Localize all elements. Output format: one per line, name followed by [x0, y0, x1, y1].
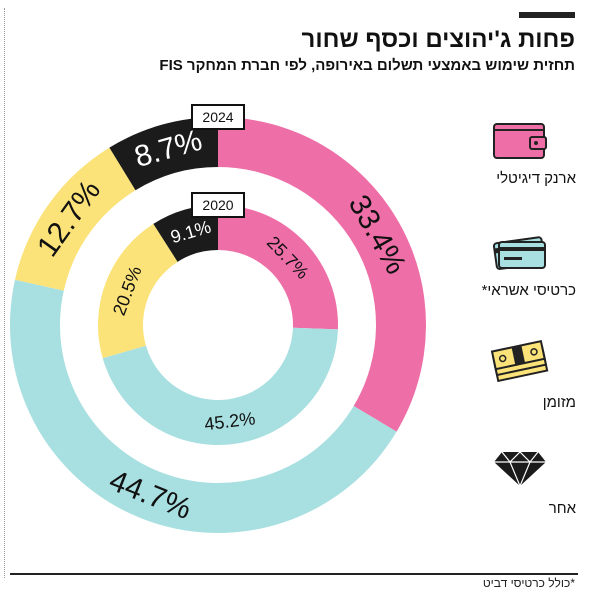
year-tag-box-2024 — [191, 104, 245, 130]
header-accent-bar — [519, 12, 575, 18]
slice-2020-other — [153, 205, 218, 262]
nested-donut-chart: 33.4%44.7%12.7%8.7%25.7%45.2%20.5%9.1%20… — [9, 104, 426, 533]
slice-2020-cash — [98, 223, 178, 359]
slice-2020-credit-cards — [102, 327, 338, 446]
legend-label-digital-wallet: ארנק דיגיטלי — [496, 170, 576, 187]
cash-stack-icon — [490, 339, 549, 383]
footnote: *כולל כרטיסי דביט — [482, 576, 575, 590]
wallet-icon — [493, 123, 547, 159]
legend-item-credit-cards — [465, 232, 575, 277]
slice-2024-credit-cards — [9, 279, 397, 533]
year-tag-box-2020 — [191, 192, 245, 218]
legend-item-other — [465, 448, 575, 493]
diamond-icon — [494, 451, 546, 488]
left-dotted-rule — [4, 8, 5, 578]
legend-item-digital-wallet — [465, 120, 575, 167]
year-tag-2024: 2024 — [202, 109, 233, 125]
slice-2024-other — [109, 117, 218, 191]
slice-2024-cash — [14, 147, 136, 291]
legend-label-cash: מזומן — [542, 394, 576, 411]
year-tag-2020: 2020 — [202, 197, 233, 213]
legend-label-credit-cards: כרטיסי אשראי* — [481, 282, 576, 299]
slice-2020-digital-wallet — [218, 205, 339, 330]
credit-card-icon — [492, 236, 546, 270]
slice-2024-digital-wallet — [218, 117, 426, 432]
legend-item-cash — [465, 339, 575, 391]
legend-label-other: אחר — [548, 500, 576, 517]
footer-rule — [10, 573, 578, 575]
chart-subtitle: תחזית שימוש באמצעי תשלום באירופה, לפי חב… — [159, 57, 575, 74]
chart-title: פחות ג'יהוצים וכסף שחור — [301, 26, 575, 53]
